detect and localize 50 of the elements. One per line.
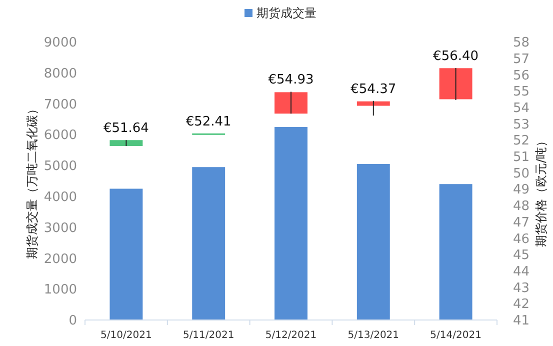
y2-tick-label: 54 [513,100,530,116]
y2-tick-label: 43 [513,280,530,296]
y2-tick-label: 49 [513,182,530,198]
y-tick-label: 2000 [44,252,77,267]
x-tick-label: 5/11/2021 [182,330,234,341]
y2-tick-label: 45 [513,248,530,264]
y-tick-label: 6000 [44,128,77,144]
candlestick [274,91,308,114]
y2-tick-label: 42 [513,297,530,312]
bar [356,164,390,320]
annotation: €54.93 [268,72,314,88]
annotation: €56.40 [433,49,479,64]
candlestick [110,140,143,147]
x-tick-label: 5/13/2021 [348,330,400,341]
y2-tick-label: 53 [513,117,530,132]
legend-label: 期货成交量 [256,6,316,20]
y-tick-label: 1000 [44,282,77,298]
y2-tick-label: 52 [513,134,530,149]
y2-tick-label: 46 [513,232,530,247]
y-tick-label: 3000 [44,220,77,236]
bar [110,188,143,320]
bar [192,167,226,320]
y2-tick-label: 51 [513,150,530,166]
y2-axis-title: 期货价格（欧元/吨） [534,134,548,248]
y2-tick-label: 58 [513,36,530,51]
bar [439,184,472,320]
bar [274,126,308,320]
y2-tick-label: 44 [513,264,530,280]
y2-tick-label: 56 [513,68,530,84]
y-tick-label: 4000 [44,190,77,205]
y2-tick-label: 57 [513,52,530,67]
candlestick [439,68,472,101]
annotation: €52.41 [186,114,232,130]
x-tick-label: 5/10/2021 [100,330,152,341]
y2-tick-label: 50 [513,166,530,182]
y-tick-label: 8000 [44,66,77,82]
annotation: €54.37 [350,82,396,97]
annotation: €51.64 [103,121,149,136]
y2-tick-label: 55 [513,84,530,100]
y-tick-label: 0 [68,314,77,329]
y2-tick-label: 48 [513,199,530,214]
y-tick-label: 5000 [44,159,77,174]
candlestick [356,100,390,116]
y-tick-label: 7000 [44,97,77,112]
y2-tick-label: 47 [513,215,530,230]
y-tick-label: 9000 [44,36,77,51]
y2-tick-label: 41 [513,314,530,329]
x-tick-label: 5/12/2021 [265,330,317,341]
y-axis-title: 期货成交量（万吨二氧化碳） [25,103,39,259]
x-tick-label: 5/14/2021 [430,330,482,341]
